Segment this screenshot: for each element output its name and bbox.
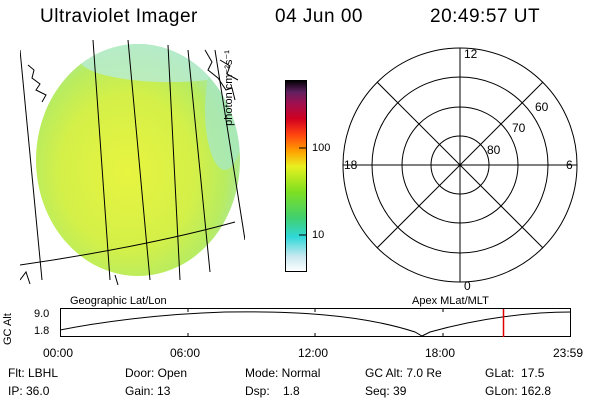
colorbar-label: photon cm⁻²s⁻¹	[223, 50, 235, 126]
gc-alt-tick: 9.0	[34, 308, 50, 320]
time-tick: 18:00	[425, 346, 456, 360]
time-tick: 06:00	[170, 346, 201, 360]
geographic-label: Geographic Lat/Lon	[70, 295, 167, 307]
gc-alt-tick: 1.8	[34, 325, 50, 337]
colorbar	[285, 80, 307, 272]
mlt-label-0: 0	[464, 279, 471, 293]
dsp-info: Dsp: 1.8	[245, 384, 300, 398]
coastlines	[20, 49, 239, 285]
altitude-ticks	[187, 308, 444, 337]
meridian	[127, 40, 151, 281]
mlt-line-diag	[376, 81, 544, 249]
meridian	[20, 49, 43, 281]
altitude-frame	[60, 308, 571, 337]
instrument-title: Ultraviolet Imager	[40, 6, 198, 27]
meridian	[167, 44, 181, 281]
colorbar-tick: 10	[312, 229, 325, 241]
time-label: 20:49:57 UT	[430, 6, 541, 27]
filter-info: Flt: LBHL	[8, 366, 59, 380]
glat-info: GLat: 17.5	[485, 366, 545, 380]
time-tick: 00:00	[43, 346, 74, 360]
time-tick: 12:00	[298, 346, 329, 360]
mode-info: Mode: Normal	[245, 366, 321, 380]
mlt-label-6: 6	[566, 158, 573, 172]
time-tick: 23:59	[553, 346, 584, 360]
apex-label: Apex MLat/MLT	[412, 295, 489, 307]
meridian	[187, 49, 211, 273]
glon-info: GLon: 162.8	[485, 384, 552, 398]
gain-info: Gain: 13	[125, 384, 171, 398]
lat-label-70: 70	[512, 121, 526, 135]
altitude-chart	[60, 308, 572, 337]
latitude-line	[20, 221, 236, 266]
meridian	[92, 40, 111, 281]
ip-info: IP: 36.0	[8, 384, 50, 398]
mlt-label-12: 12	[464, 47, 478, 61]
mlt-label-18: 18	[344, 158, 358, 172]
polar-plot: 12 6 0 18 60 70 80	[342, 47, 578, 293]
altitude-curve	[60, 311, 572, 337]
gc-alt-info: GC Alt: 7.0 Re	[365, 366, 442, 380]
lat-label-80: 80	[487, 143, 501, 157]
earth-image	[20, 40, 245, 285]
seq-info: Seq: 39	[365, 384, 407, 398]
earth-disk	[36, 44, 240, 276]
colorbar-tick: 100	[312, 142, 331, 154]
lat-label-60: 60	[535, 100, 549, 114]
door-info: Door: Open	[125, 366, 188, 380]
date-label: 04 Jun 00	[275, 6, 363, 27]
gc-alt-axis-label: GC Alt	[2, 313, 14, 345]
